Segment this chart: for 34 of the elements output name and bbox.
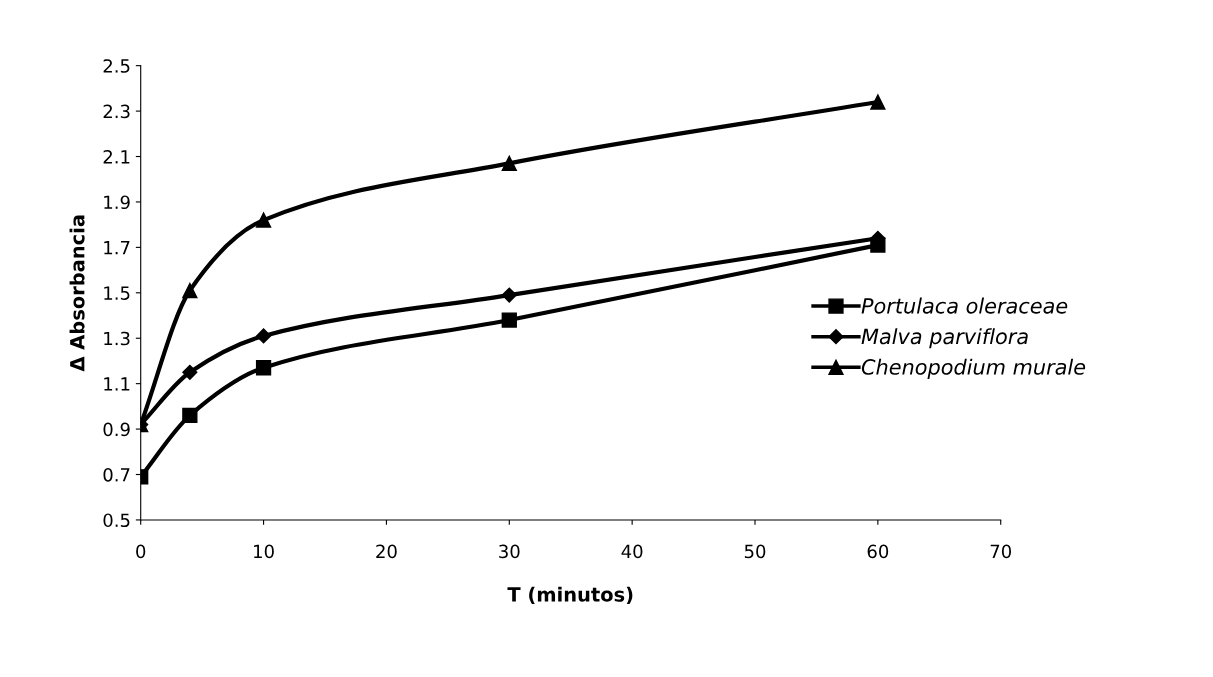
legend-label: Malva parviflora: [861, 328, 1028, 349]
y-axis-title: Δ Absorbancia: [69, 215, 85, 372]
y-tick-label: 1.1: [104, 377, 130, 391]
x-tick-label: 60: [867, 544, 889, 559]
point: [501, 155, 517, 171]
y-tick-label: 1.7: [104, 241, 130, 255]
y-tick-label: 0.9: [103, 422, 130, 437]
x-tick-label: 30: [499, 544, 520, 559]
x-tick-label: 20: [376, 544, 397, 559]
point: [182, 364, 198, 380]
point: [182, 282, 198, 299]
y-tick-label: 2.1: [103, 149, 130, 164]
x-tick-label: 70: [990, 544, 1012, 559]
y-tick-label: 1.5: [104, 286, 130, 300]
y-tick-label: 2.5: [103, 59, 130, 73]
x-tick-label: 10: [254, 544, 274, 559]
point: [182, 407, 198, 424]
point: [501, 312, 517, 328]
legend-label: Chenopodium murale: [861, 358, 1086, 379]
y-tick-label: 0.7: [103, 467, 130, 482]
y-tick-label: 1.9: [104, 195, 130, 210]
y-tick-label: 0.5: [103, 513, 130, 528]
y-tick-label: 1.3: [104, 331, 130, 346]
x-tick-label: 40: [621, 544, 643, 559]
x-tick-label: 50: [744, 544, 766, 559]
point: [255, 212, 272, 228]
legend-label: Portulaca oleraceae: [861, 297, 1068, 314]
x-tick-label: 0: [136, 544, 146, 559]
point: [501, 287, 517, 303]
point: [870, 94, 886, 110]
x-axis-title: T (minutos): [507, 586, 633, 605]
point: [255, 360, 272, 376]
y-tick-label: 2.3: [103, 104, 130, 119]
point: [255, 328, 272, 344]
